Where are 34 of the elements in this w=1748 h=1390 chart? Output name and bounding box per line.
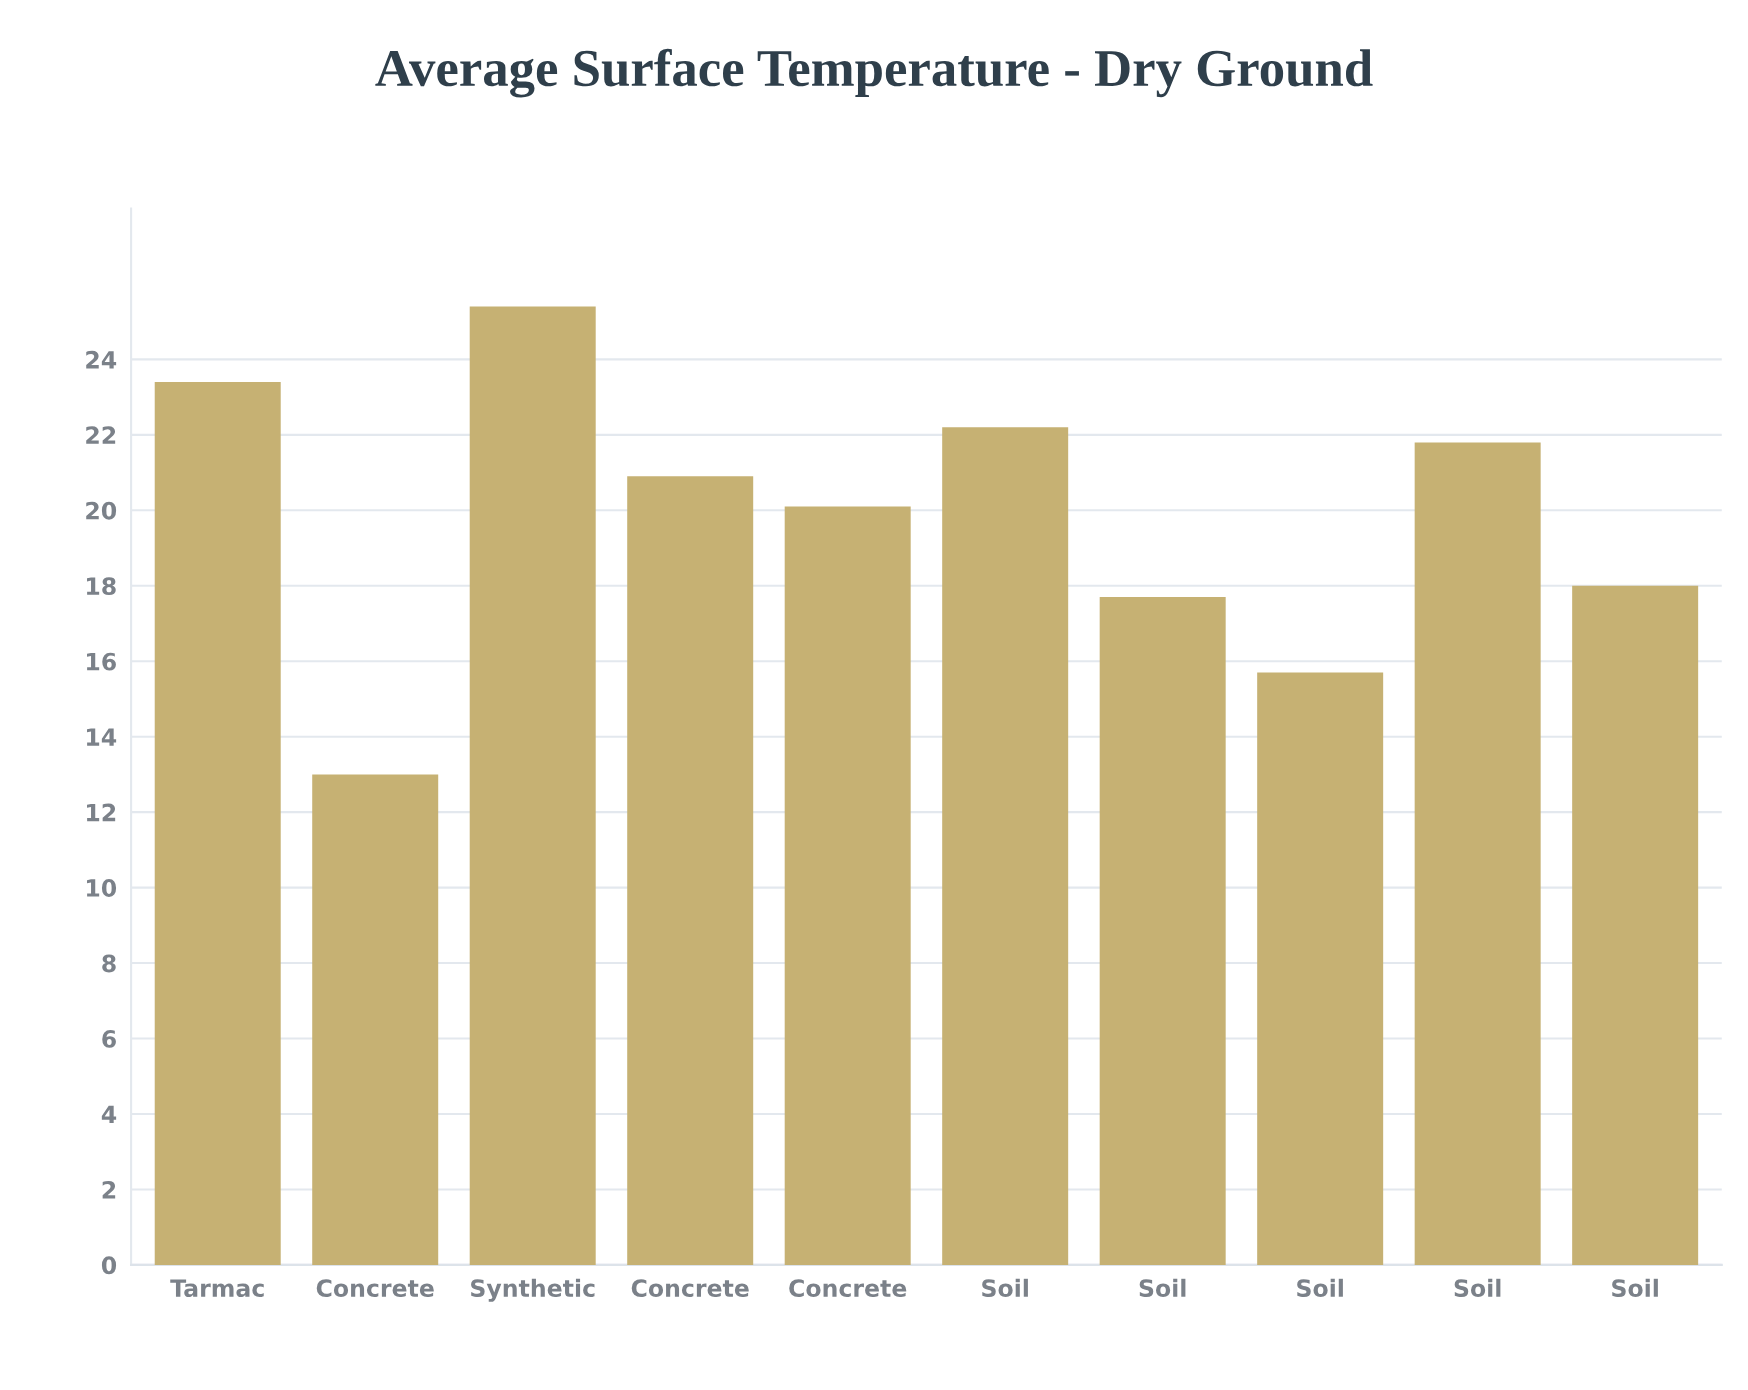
bar xyxy=(1257,672,1384,1265)
bar xyxy=(1572,585,1699,1265)
y-tick-label: 24 xyxy=(86,350,117,369)
y-tick-label: 6 xyxy=(102,1030,116,1048)
y-tick-label: 4 xyxy=(101,1105,117,1123)
y-tick-label: 14 xyxy=(87,728,117,746)
x-tick-label: Concrete xyxy=(789,1279,907,1298)
y-tick-label: 0 xyxy=(101,1256,117,1275)
x-tick-label: Synthetic xyxy=(471,1278,595,1302)
bar xyxy=(1414,442,1541,1265)
chart-title: Average Surface Temperature - Dry Ground xyxy=(375,48,1373,98)
y-tick-label: 10 xyxy=(87,879,117,897)
x-tick-label: Soil xyxy=(1139,1278,1186,1298)
y-tick-label: 18 xyxy=(87,577,116,596)
bar xyxy=(154,382,281,1265)
x-tick-label: Tarmac xyxy=(170,1279,264,1298)
x-tick-label: Soil xyxy=(982,1278,1028,1298)
x-tick-label: Soil xyxy=(1297,1278,1343,1298)
y-tick-label: 2 xyxy=(102,1180,116,1199)
bar xyxy=(784,506,911,1265)
x-tick-label: Concrete xyxy=(316,1279,434,1298)
y-tick-label: 20 xyxy=(86,501,117,520)
bar xyxy=(469,306,596,1265)
x-tick-label: Soil xyxy=(1454,1278,1501,1298)
y-tick-label: 16 xyxy=(87,652,116,671)
bar xyxy=(627,476,754,1265)
y-tick-label: 8 xyxy=(102,954,116,973)
bar xyxy=(1099,597,1226,1265)
x-tick-label: Soil xyxy=(1612,1278,1658,1298)
y-tick-label: 12 xyxy=(87,803,116,822)
x-tick-label: Concrete xyxy=(631,1279,749,1298)
bar xyxy=(942,427,1069,1265)
y-tick-label: 22 xyxy=(86,426,116,444)
bar xyxy=(312,774,439,1265)
